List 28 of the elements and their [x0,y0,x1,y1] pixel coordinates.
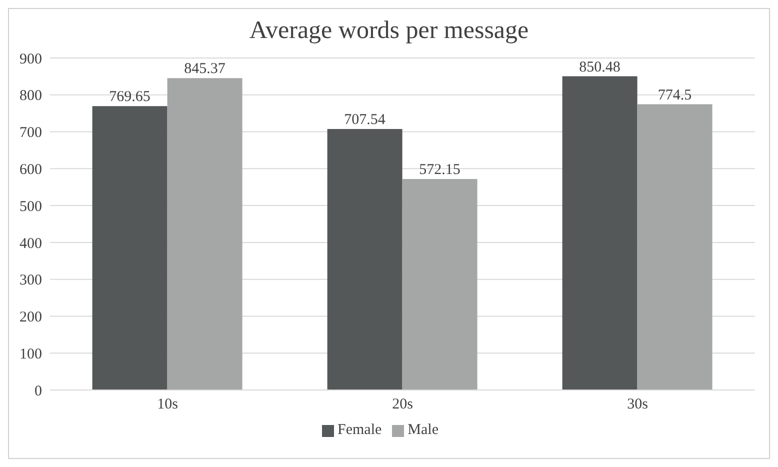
data-label: 850.48 [579,59,620,76]
y-tick-label: 200 [20,310,42,326]
y-tick-label: 600 [20,162,42,178]
bar [92,106,168,390]
bar [562,76,638,390]
x-tick-label: 30s [627,396,648,413]
data-label: 707.54 [344,112,386,128]
bar [327,128,402,390]
x-tick-label: 20s [392,396,414,413]
data-label: 845.37 [184,61,226,78]
chart-title: Average words per message [248,16,530,46]
x-tick-label: 10s [157,396,178,413]
y-tick-label: 0 [34,383,42,400]
data-label: 774.5 [658,87,692,104]
legend-label: Male [408,422,438,438]
y-tick-label: 800 [20,88,42,104]
bar [402,178,478,390]
bar [167,78,242,390]
y-tick-label: 400 [20,236,42,252]
y-tick-label: 500 [20,198,42,215]
bar [637,104,712,390]
legend-label: Female [338,422,382,438]
y-tick-label: 300 [20,272,42,289]
y-tick-label: 100 [20,346,42,362]
y-tick-label: 900 [20,51,42,68]
data-label: 769.65 [109,89,150,106]
data-label: 572.15 [419,162,460,178]
y-tick-label: 700 [20,125,42,142]
